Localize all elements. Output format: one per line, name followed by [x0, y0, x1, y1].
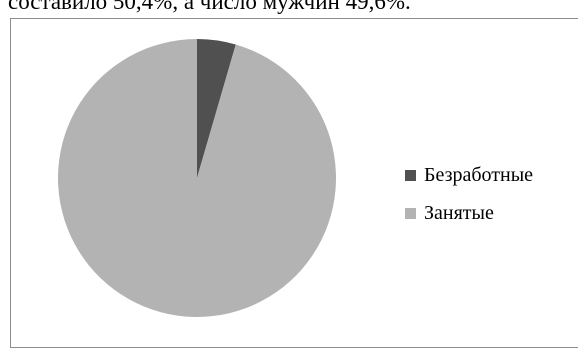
document-text-line: составило 50,4%, а число мужчин 49,6%. [8, 0, 411, 14]
legend-label-unemployed: Безработные [424, 163, 534, 186]
legend-item-unemployed: Безработные [405, 164, 533, 186]
pie-slice-unemployed [197, 39, 236, 178]
legend: Безработные Занятые [405, 164, 533, 240]
legend-swatch-employed [405, 207, 416, 219]
chart-frame: Безработные Занятые [10, 18, 578, 348]
legend-swatch-unemployed [405, 169, 416, 181]
legend-label-employed: Занятые [424, 201, 494, 224]
pie-chart [58, 39, 337, 317]
legend-item-employed: Занятые [405, 202, 533, 224]
pie-slice-employed [58, 39, 337, 317]
